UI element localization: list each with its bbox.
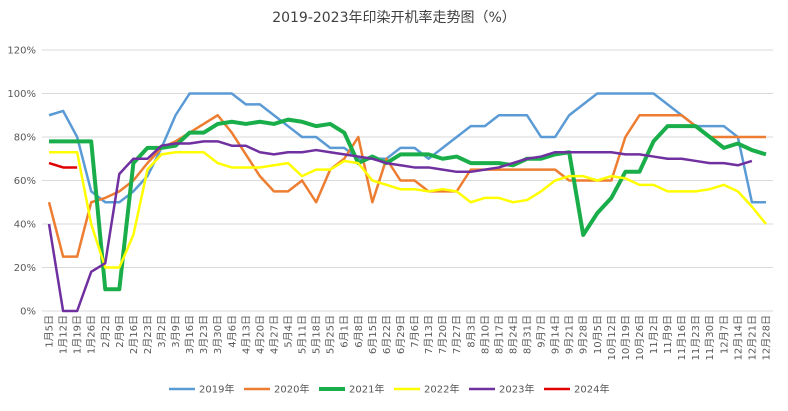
y-tick-label: 20% [14, 263, 36, 274]
y-tick-label: 0% [20, 307, 36, 318]
x-tick-label: 6月1日 [339, 315, 351, 348]
x-tick-label: 12月28日 [760, 315, 772, 360]
x-tick-label: 1月5日 [44, 315, 56, 348]
x-tick-label: 7月13日 [423, 315, 435, 354]
x-tick-label: 12月7日 [718, 315, 730, 354]
x-tick-label: 9月21日 [564, 315, 576, 354]
y-tick-label: 40% [14, 220, 36, 231]
legend-label: 2019年 [199, 383, 234, 396]
x-tick-label: 7月27日 [451, 315, 463, 354]
x-tick-label: 3月16日 [184, 315, 196, 354]
series-line [47, 140, 753, 313]
y-tick-label: 60% [14, 176, 36, 187]
x-tick-label: 3月2日 [156, 315, 168, 348]
x-tick-label: 5月18日 [311, 315, 323, 354]
x-tick-label: 1月12日 [58, 315, 70, 354]
x-tick-label: 8月10日 [479, 315, 491, 354]
x-tick-label: 6月8日 [353, 315, 365, 348]
x-tick-label: 10月5日 [592, 315, 604, 354]
x-tick-label: 6月15日 [367, 315, 379, 354]
x-tick-label: 9月14日 [550, 315, 562, 354]
x-tick-label: 11月2日 [648, 315, 660, 354]
x-tick-label: 1月19日 [72, 315, 84, 354]
x-tick-label: 4月27日 [268, 315, 280, 354]
x-tick-label: 2月2日 [100, 315, 112, 348]
x-tick-label: 12月14日 [732, 315, 744, 360]
x-tick-label: 11月23日 [690, 315, 702, 360]
x-tick-label: 2月23日 [142, 315, 154, 354]
x-tick-label: 8月17日 [493, 315, 505, 354]
x-tick-label: 6月22日 [381, 315, 393, 354]
legend-label: 2024年 [574, 383, 609, 396]
x-tick-label: 8月31日 [521, 315, 533, 354]
x-tick-label: 3月23日 [198, 315, 210, 354]
legend-label: 2023年 [499, 383, 534, 396]
legend-label: 2020年 [274, 383, 309, 396]
series-line [49, 117, 767, 292]
x-tick-label: 3月30日 [212, 315, 224, 354]
series-line [48, 161, 78, 169]
x-tick-label: 3月9日 [170, 315, 182, 348]
x-tick-label: 5月11日 [297, 315, 309, 354]
series-line [48, 92, 766, 204]
x-tick-label: 8月3日 [465, 315, 477, 348]
x-tick-label: 2月16日 [128, 315, 140, 354]
x-tick-label: 4月6日 [226, 315, 238, 348]
chart-title: 2019-2023年印染开机率走势图（%） [272, 9, 516, 26]
x-tick-label: 10月26日 [634, 315, 646, 360]
legend-label: 2021年 [349, 383, 384, 396]
x-tick-label: 1月26日 [86, 315, 98, 354]
x-tick-label: 11月30日 [704, 315, 716, 360]
x-tick-label: 7月6日 [409, 315, 421, 348]
x-tick-label: 9月28日 [578, 315, 590, 354]
series-line [49, 150, 767, 269]
x-tick-label: 8月24日 [507, 315, 519, 354]
x-tick-label: 2月9日 [114, 315, 126, 348]
x-tick-label: 6月29日 [395, 315, 407, 354]
y-tick-label: 120% [7, 46, 36, 57]
x-tick-label: 5月25日 [325, 315, 337, 354]
x-tick-label: 10月19日 [620, 315, 632, 360]
x-tick-label: 7月20日 [437, 315, 449, 354]
y-tick-label: 100% [7, 89, 36, 100]
legend-label: 2022年 [424, 383, 459, 396]
x-tick-label: 12月21日 [746, 315, 758, 360]
x-tick-label: 11月16日 [676, 315, 688, 360]
x-tick-label: 10月12日 [606, 315, 618, 360]
x-tick-label: 4月20日 [254, 315, 266, 354]
x-tick-label: 5月4日 [283, 315, 295, 348]
x-tick-label: 11月9日 [662, 315, 674, 354]
x-tick-label: 4月13日 [240, 315, 252, 354]
y-tick-label: 80% [14, 133, 36, 144]
x-tick-label: 9月7日 [536, 315, 548, 348]
